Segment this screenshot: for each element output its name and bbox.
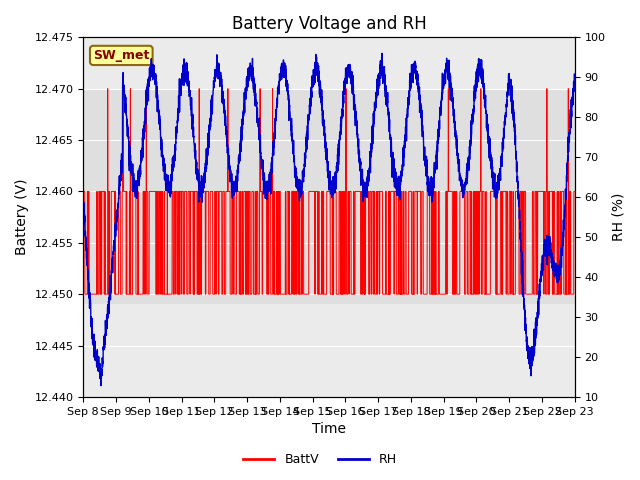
Y-axis label: Battery (V): Battery (V) (15, 179, 29, 255)
X-axis label: Time: Time (312, 422, 346, 436)
Title: Battery Voltage and RH: Battery Voltage and RH (232, 15, 426, 33)
Legend: BattV, RH: BattV, RH (238, 448, 402, 471)
Bar (83, 89, 575, 304)
Y-axis label: RH (%): RH (%) (611, 193, 625, 241)
Text: SW_met: SW_met (93, 49, 150, 62)
